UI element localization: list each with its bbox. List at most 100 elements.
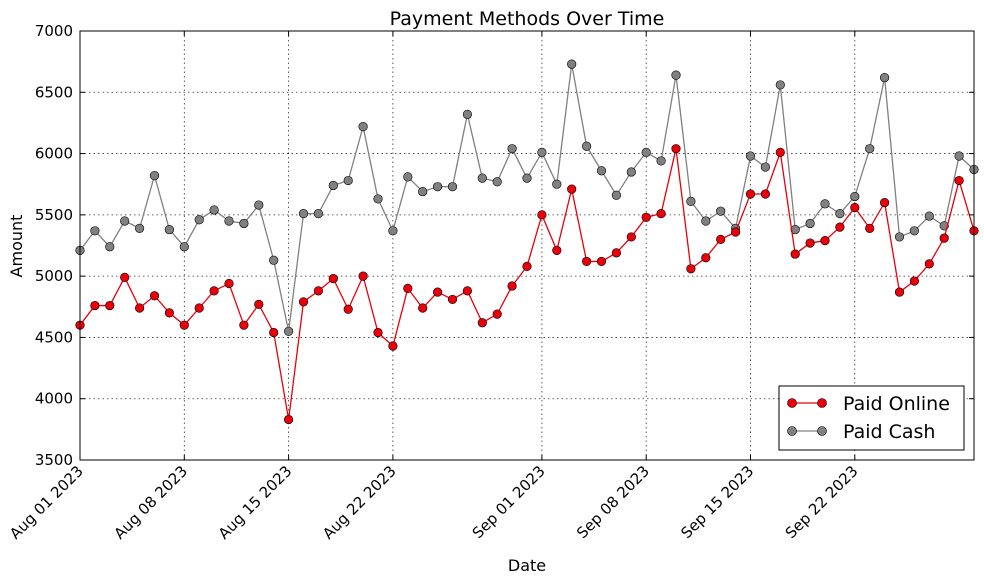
data-point-paid-online — [894, 287, 905, 297]
data-point-paid-online — [105, 300, 115, 311]
data-point-paid-cash — [358, 122, 368, 132]
data-point-paid-cash — [611, 190, 622, 200]
data-point-paid-online — [343, 304, 353, 314]
data-point-paid-online — [522, 261, 532, 271]
legend: Paid Online Paid Cash — [778, 385, 965, 451]
data-point-paid-cash — [581, 141, 592, 151]
y-axis-label: Amount — [7, 215, 26, 278]
data-point-paid-cash — [328, 180, 338, 191]
data-point-paid-cash — [626, 167, 636, 177]
data-point-paid-online — [135, 303, 145, 313]
data-point-paid-cash — [775, 80, 785, 90]
data-point-paid-cash — [403, 172, 413, 182]
data-point-paid-cash — [209, 205, 219, 215]
x-tick-label: Aug 15 2023 — [215, 462, 296, 543]
data-point-paid-cash — [716, 206, 726, 216]
data-point-paid-online — [298, 297, 309, 307]
data-point-paid-online — [596, 256, 607, 267]
data-point-paid-online — [820, 236, 830, 246]
data-point-paid-cash — [298, 209, 309, 219]
x-tick-label: Sep 15 2023 — [677, 462, 757, 542]
data-point-paid-online — [552, 245, 562, 255]
data-point-paid-cash — [194, 215, 204, 225]
data-point-paid-cash — [567, 59, 577, 69]
data-point-paid-cash — [135, 223, 145, 233]
legend-marker-paid-online — [787, 398, 797, 408]
data-point-paid-online — [328, 273, 338, 284]
data-point-paid-cash — [239, 218, 249, 229]
data-point-paid-cash — [656, 156, 666, 166]
data-point-paid-online — [939, 233, 949, 243]
data-point-paid-online — [149, 291, 160, 301]
data-point-paid-online — [358, 271, 368, 281]
y-tick-label: 6500 — [35, 83, 73, 101]
data-point-paid-online — [164, 308, 174, 318]
data-point-paid-online — [730, 227, 741, 237]
data-point-paid-cash — [462, 109, 473, 119]
series-line-paid-online — [79, 148, 975, 420]
data-point-paid-online — [626, 232, 636, 242]
data-point-paid-cash — [149, 171, 160, 181]
data-point-paid-online — [433, 287, 443, 297]
data-point-paid-cash — [552, 179, 562, 189]
data-point-paid-cash — [790, 224, 800, 235]
data-point-paid-cash — [269, 255, 279, 265]
data-point-paid-online — [179, 320, 189, 330]
data-point-paid-online — [120, 272, 130, 282]
data-point-paid-cash — [894, 232, 905, 242]
data-point-paid-cash — [760, 162, 771, 172]
y-tick-label: 5500 — [35, 206, 73, 224]
data-point-paid-cash — [447, 182, 458, 192]
data-point-paid-online — [745, 189, 756, 199]
data-point-paid-cash — [701, 216, 711, 226]
data-point-paid-online — [507, 281, 517, 291]
data-point-paid-cash — [418, 186, 428, 197]
data-point-paid-online — [462, 286, 473, 296]
data-point-paid-cash — [313, 209, 324, 219]
data-point-paid-cash — [879, 72, 890, 83]
y-tick-label: 3500 — [35, 451, 73, 469]
data-point-paid-cash — [343, 175, 353, 186]
data-point-paid-online — [879, 198, 890, 208]
data-point-paid-online — [239, 320, 249, 330]
x-tick-label: Sep 01 2023 — [469, 462, 549, 542]
data-point-paid-online — [194, 303, 204, 313]
data-point-paid-cash — [835, 209, 845, 219]
data-point-paid-online — [686, 264, 696, 274]
y-tick-label: 4500 — [35, 328, 73, 346]
data-point-paid-online — [373, 327, 383, 338]
data-point-paid-cash — [865, 144, 875, 154]
data-point-paid-online — [835, 222, 845, 232]
series-paid-cash — [75, 59, 979, 336]
data-point-paid-cash — [850, 191, 860, 202]
legend-marker-paid-cash — [787, 426, 797, 436]
data-point-paid-cash — [433, 182, 443, 192]
series-layer — [75, 59, 979, 425]
data-point-paid-online — [492, 309, 502, 319]
data-point-paid-online — [313, 286, 324, 296]
data-point-paid-cash — [120, 216, 130, 226]
data-point-paid-online — [924, 259, 934, 269]
data-point-paid-online — [760, 189, 771, 199]
x-tick-label: Aug 01 2023 — [6, 462, 87, 543]
data-point-paid-cash — [179, 242, 189, 252]
data-point-paid-online — [90, 300, 100, 311]
data-point-paid-cash — [745, 151, 756, 161]
data-point-paid-online — [567, 184, 577, 194]
data-point-paid-cash — [477, 173, 487, 183]
data-point-paid-cash — [284, 326, 294, 336]
data-point-paid-cash — [954, 151, 964, 161]
data-point-paid-online — [775, 147, 785, 157]
y-tick-label: 6000 — [35, 145, 73, 163]
data-point-paid-cash — [537, 147, 547, 157]
data-point-paid-online — [865, 223, 875, 233]
chart-title: Payment Methods Over Time — [390, 8, 665, 30]
x-tick-label: Sep 22 2023 — [782, 462, 862, 542]
x-tick-label: Aug 22 2023 — [319, 462, 400, 543]
data-point-paid-online — [701, 253, 711, 263]
data-point-paid-cash — [492, 177, 502, 187]
data-point-paid-online — [254, 299, 264, 309]
data-point-paid-cash — [388, 226, 398, 236]
